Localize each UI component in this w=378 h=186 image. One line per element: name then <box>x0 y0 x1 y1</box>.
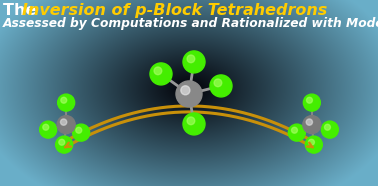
Circle shape <box>214 79 222 87</box>
Circle shape <box>304 94 320 111</box>
Circle shape <box>60 119 67 125</box>
Text: The: The <box>3 3 42 18</box>
Circle shape <box>321 121 338 138</box>
Circle shape <box>307 97 313 103</box>
Circle shape <box>73 124 90 141</box>
Circle shape <box>58 94 74 111</box>
Circle shape <box>176 81 202 107</box>
Circle shape <box>303 116 321 134</box>
Circle shape <box>61 97 67 103</box>
Circle shape <box>324 124 330 130</box>
Circle shape <box>183 113 205 135</box>
Circle shape <box>57 116 75 134</box>
Circle shape <box>187 55 195 63</box>
Circle shape <box>76 127 82 133</box>
Circle shape <box>56 136 73 153</box>
Circle shape <box>291 127 297 133</box>
Circle shape <box>305 136 322 153</box>
Circle shape <box>154 67 162 75</box>
Circle shape <box>288 124 305 141</box>
Circle shape <box>40 121 57 138</box>
Circle shape <box>306 119 313 125</box>
Circle shape <box>43 124 49 130</box>
Circle shape <box>210 75 232 97</box>
Circle shape <box>187 117 195 125</box>
Text: Assessed by Computations and Rationalized with Models: Assessed by Computations and Rationalize… <box>3 17 378 30</box>
Circle shape <box>150 63 172 85</box>
Circle shape <box>59 139 65 145</box>
Circle shape <box>183 51 205 73</box>
Text: Inversion of p-Block Tetrahedrons: Inversion of p-Block Tetrahedrons <box>22 3 327 18</box>
Circle shape <box>181 86 190 95</box>
Circle shape <box>308 139 314 145</box>
